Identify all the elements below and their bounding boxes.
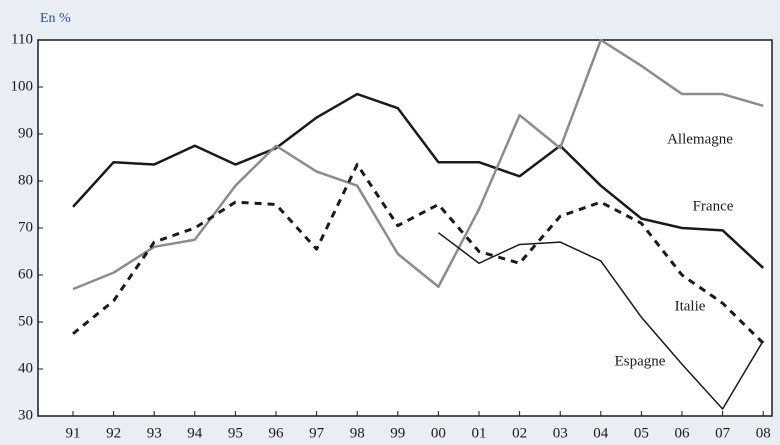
x-tick-label: 99 [390, 425, 405, 441]
x-tick-label: 92 [106, 425, 121, 441]
x-tick-label: 91 [66, 425, 81, 441]
x-tick-label: 01 [472, 425, 487, 441]
x-tick-label: 98 [350, 425, 365, 441]
series-label: Espagne [615, 353, 666, 369]
y-tick-label: 40 [18, 360, 33, 376]
y-tick-label: 50 [18, 313, 33, 329]
x-tick-label: 05 [634, 425, 649, 441]
y-tick-label: 30 [18, 407, 33, 423]
y-tick-label: 60 [18, 266, 33, 282]
series-label: France [693, 198, 734, 214]
x-tick-label: 96 [269, 425, 285, 441]
x-tick-label: 97 [309, 425, 325, 441]
x-tick-label: 95 [228, 425, 243, 441]
x-tick-label: 06 [675, 425, 691, 441]
series-line [72, 163, 765, 345]
x-tick-label: 02 [512, 425, 527, 441]
x-tick-label: 94 [187, 425, 203, 441]
series-label: Italie [675, 298, 706, 314]
x-tick-label: 93 [147, 425, 162, 441]
plot-area [37, 39, 773, 417]
y-tick-label: 80 [18, 172, 33, 188]
series-line [72, 38, 764, 291]
series-label: Allemagne [667, 131, 733, 147]
x-tick-label: 04 [593, 425, 609, 441]
series-line [72, 92, 765, 269]
y-tick-label: 70 [18, 219, 33, 235]
series-line [437, 232, 764, 410]
y-tick-label: 90 [18, 125, 33, 141]
x-tick-label: 03 [553, 425, 568, 441]
x-tick-label: 00 [431, 425, 446, 441]
y-tick-label: 100 [11, 78, 34, 94]
x-tick-label: 07 [715, 425, 731, 441]
unit-label: En % [40, 11, 71, 26]
x-tick-label: 08 [756, 425, 771, 441]
y-tick-label: 110 [11, 31, 33, 47]
